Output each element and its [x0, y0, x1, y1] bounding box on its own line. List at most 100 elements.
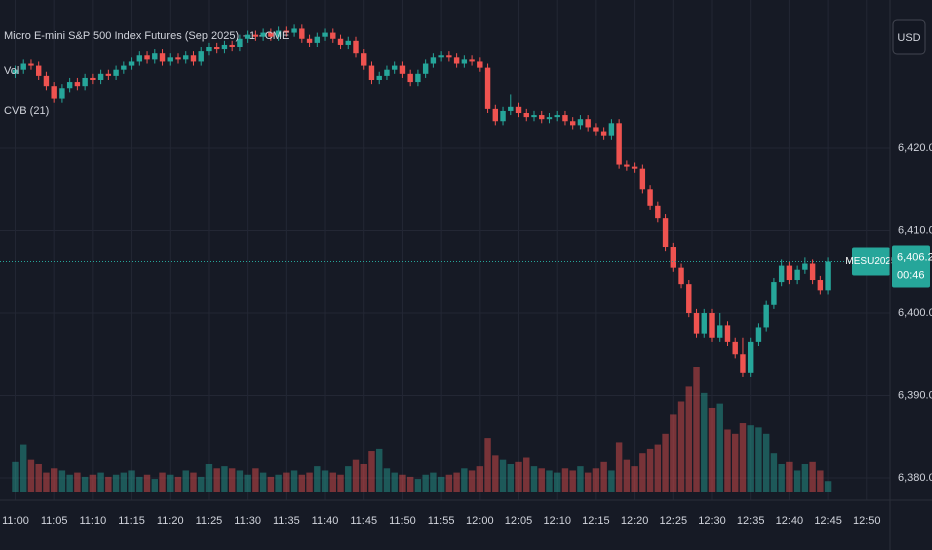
volume-bar: [74, 472, 81, 492]
candle-body: [717, 325, 723, 338]
volume-bar: [670, 414, 677, 492]
volume-bar: [732, 433, 739, 492]
candle-body: [763, 304, 769, 328]
volume-bar: [422, 474, 429, 492]
candle-body: [66, 82, 73, 89]
candle-body: [20, 63, 26, 70]
volume-bar: [151, 479, 158, 492]
currency-label[interactable]: USD: [897, 32, 920, 44]
candle-body: [407, 73, 413, 83]
candle-body: [113, 69, 119, 76]
volume-bar: [662, 433, 669, 492]
volume-bar: [128, 470, 135, 492]
candle-body: [616, 123, 622, 165]
candle-body: [221, 44, 228, 50]
candle-body: [198, 51, 204, 62]
volume-bar: [406, 476, 414, 492]
x-tick-label: 11:05: [41, 515, 68, 527]
candle-body: [453, 57, 460, 64]
volume-bar: [639, 453, 646, 492]
x-tick-label: 11:45: [350, 515, 377, 527]
price-label: 6,406.25: [897, 251, 932, 263]
volume-bar: [546, 470, 553, 492]
volume-bar: [306, 472, 313, 492]
volume-bar: [337, 474, 344, 492]
candle-body: [531, 115, 537, 118]
volume-bar: [228, 468, 236, 492]
currency-button[interactable]: [892, 19, 926, 55]
x-tick-label: 12:05: [505, 515, 533, 527]
candle-body: [670, 247, 677, 268]
symbol-label: MESU2025: [845, 256, 897, 267]
candle-body: [167, 57, 173, 62]
volume-bar: [20, 444, 27, 492]
candle-body: [438, 55, 444, 58]
volume-bar: [391, 472, 398, 492]
volume-bar: [445, 474, 453, 492]
candle-body: [35, 65, 42, 76]
candle-body: [183, 55, 189, 60]
volume-bar: [507, 463, 514, 492]
volume-bar: [817, 470, 824, 492]
candle-body: [353, 40, 359, 54]
candle-body: [283, 30, 290, 33]
candle-body: [51, 86, 57, 99]
candle-body: [90, 77, 96, 81]
candle-body: [74, 82, 81, 87]
candle-body: [655, 205, 661, 219]
candle-body: [600, 131, 607, 136]
chart-title: Micro E-mini S&P 500 Index Futures (Sep …: [4, 30, 289, 42]
candle-body: [159, 53, 166, 62]
y-tick-label: 6,410.00: [898, 224, 932, 236]
volume-bar: [701, 392, 708, 492]
x-tick-label: 11:15: [118, 515, 145, 527]
volume-bar: [484, 438, 491, 492]
candle-body: [291, 28, 297, 33]
volume-bar: [376, 448, 383, 492]
volume-bar: [755, 427, 762, 492]
candle-body: [391, 65, 398, 70]
volume-bar: [824, 481, 832, 492]
volume-bar: [538, 468, 545, 492]
candle-body: [802, 263, 808, 270]
candle-body: [345, 40, 351, 45]
y-tick-label: 6,390.00: [898, 389, 932, 401]
volume-bar: [584, 472, 592, 492]
volume-bar: [205, 463, 213, 492]
volume-bar: [314, 466, 321, 492]
volume-bar: [275, 474, 282, 492]
x-tick-label: 12:40: [776, 515, 804, 527]
volume-bar: [631, 466, 638, 492]
volume-bar: [174, 476, 182, 492]
volume-bar: [561, 468, 569, 492]
candle-body: [724, 325, 731, 342]
candle-body: [771, 282, 777, 305]
volume-bar: [89, 474, 97, 492]
candle-body: [508, 106, 514, 111]
volume-bar: [329, 472, 336, 492]
volume-bar: [298, 474, 306, 492]
x-tick-label: 11:25: [196, 515, 223, 527]
x-tick-label: 12:00: [466, 515, 494, 527]
volume-bar: [685, 386, 692, 492]
candle-body: [337, 38, 344, 45]
volume-bar: [437, 476, 445, 492]
x-tick-label: 12:20: [621, 515, 649, 527]
candle-body: [593, 127, 599, 132]
volume-layer: [12, 367, 832, 492]
x-tick-label: 11:40: [312, 515, 339, 527]
candle-body: [740, 354, 746, 373]
volume-bar: [159, 472, 166, 492]
x-tick-label: 11:30: [234, 515, 261, 527]
volume-bar: [708, 407, 716, 492]
candle-body: [82, 77, 88, 87]
x-tick-label: 12:50: [853, 515, 881, 527]
grid: [0, 0, 890, 500]
candle-body: [299, 28, 305, 39]
candle-body: [693, 313, 700, 334]
candle-body: [213, 47, 220, 50]
volume-bar: [693, 367, 700, 492]
volume-bar: [724, 429, 731, 492]
legend-entry: CVB (21): [4, 105, 49, 117]
volume-bar: [283, 472, 290, 492]
